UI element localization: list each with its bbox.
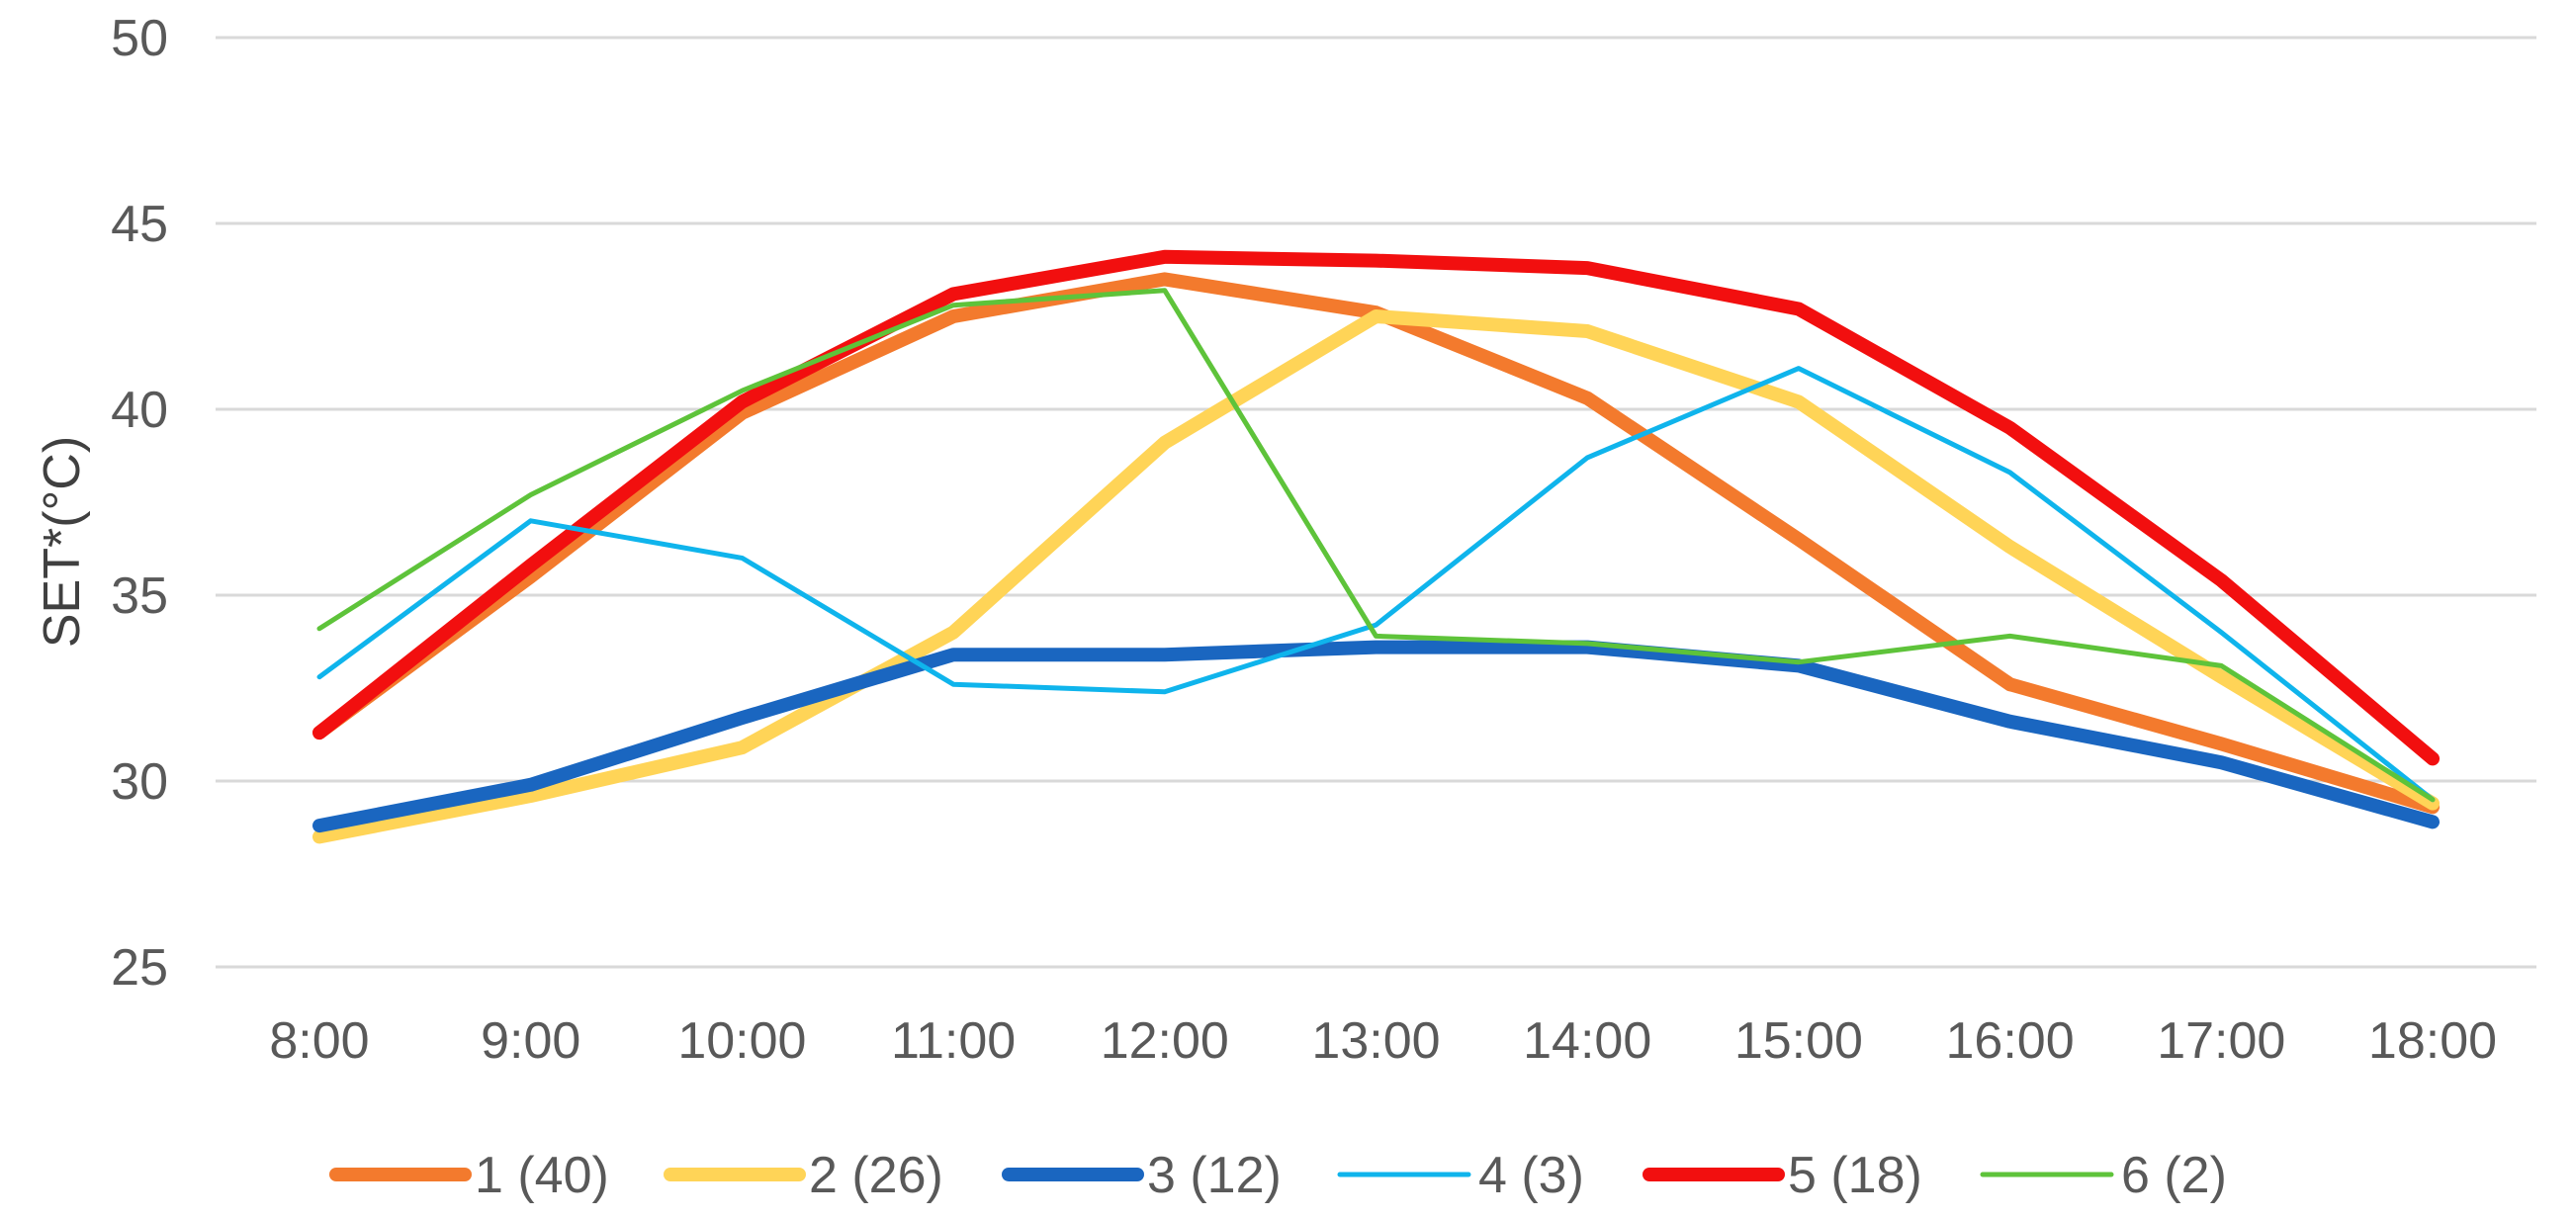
y-tick-label: 30 bbox=[111, 753, 168, 811]
legend-label: 6 (2) bbox=[2121, 1147, 2227, 1204]
x-tick-label: 16:00 bbox=[1946, 1012, 2075, 1070]
x-tick-label: 17:00 bbox=[2157, 1012, 2285, 1070]
legend-label: 1 (40) bbox=[475, 1147, 609, 1204]
x-tick-label: 8:00 bbox=[269, 1012, 369, 1070]
series-line-5 bbox=[312, 249, 2440, 766]
x-tick-label: 14:00 bbox=[1523, 1012, 1651, 1070]
y-tick-label: 25 bbox=[111, 939, 168, 997]
series-line-4 bbox=[316, 366, 2436, 803]
series-lines bbox=[312, 249, 2440, 844]
series-line-2 bbox=[312, 309, 2440, 844]
legend-label: 3 (12) bbox=[1147, 1147, 1282, 1204]
y-axis-title: SET*(°C) bbox=[34, 436, 91, 648]
x-tick-label: 13:00 bbox=[1311, 1012, 1440, 1070]
y-tick-label: 35 bbox=[111, 567, 168, 625]
x-tick-label: 9:00 bbox=[481, 1012, 580, 1070]
series-line-1 bbox=[312, 272, 2440, 815]
y-tick-label: 45 bbox=[111, 196, 168, 253]
series-line-3 bbox=[312, 640, 2440, 833]
legend-label: 4 (3) bbox=[1478, 1147, 1584, 1204]
gridlines bbox=[216, 36, 2536, 969]
x-axis-ticks: 8:00 9:00 10:00 11:00 12:00 13:00 14:00 15:00 16… bbox=[269, 1012, 2497, 1070]
legend-label: 2 (26) bbox=[809, 1147, 943, 1204]
legend: 1 (40) 2 (26) 3 (12) 4 (3) 5 (18) 6 (2) bbox=[329, 1147, 2227, 1204]
x-tick-label: 12:00 bbox=[1101, 1012, 1229, 1070]
y-tick-label: 50 bbox=[111, 10, 168, 67]
x-tick-label: 15:00 bbox=[1734, 1012, 1863, 1070]
x-tick-label: 11:00 bbox=[891, 1012, 1016, 1070]
x-tick-label: 10:00 bbox=[677, 1012, 806, 1070]
series-line-6 bbox=[316, 288, 2436, 803]
y-axis-ticks: 25 30 35 40 45 50 bbox=[111, 10, 168, 997]
y-tick-label: 40 bbox=[111, 382, 168, 439]
x-tick-label: 18:00 bbox=[2368, 1012, 2497, 1070]
legend-label: 5 (18) bbox=[1788, 1147, 1922, 1204]
